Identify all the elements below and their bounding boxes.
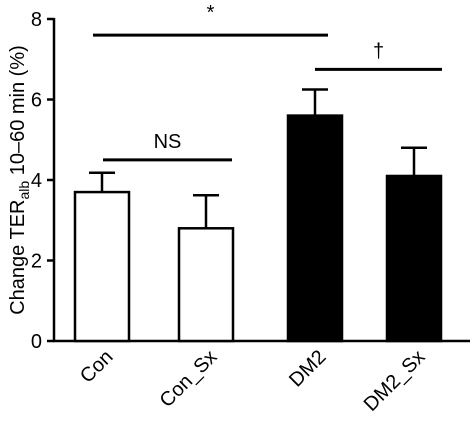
significance-label: † — [373, 40, 384, 62]
y-tick-label: 4 — [31, 170, 42, 192]
bar — [177, 227, 235, 343]
bar — [286, 114, 344, 343]
y-axis-label-subscript: alb — [16, 181, 32, 200]
y-tick-label: 2 — [31, 251, 42, 273]
y-axis-label: Change TERalb 10–60 min (%) — [7, 45, 32, 315]
y-tick-label: 0 — [31, 331, 42, 353]
significance-label: * — [207, 2, 215, 24]
x-tick-labels: Con Con_Sx DM2 DM2_Sx — [76, 346, 430, 416]
x-tick-label: Con_Sx — [156, 346, 222, 412]
x-tick-label: DM2_Sx — [360, 346, 430, 416]
y-axis-label-rest: 10–60 min (%) — [7, 45, 29, 181]
x-tick-label: Con — [76, 346, 118, 388]
bar — [385, 174, 443, 343]
bars — [73, 88, 443, 343]
bar — [73, 190, 131, 343]
significance-annotations: * † NS — [93, 2, 442, 162]
significance-label: NS — [154, 131, 182, 153]
x-tick-label: DM2 — [285, 346, 330, 391]
y-tick-label: 8 — [31, 9, 42, 31]
y-axis-label-main: Change TER — [7, 200, 29, 315]
y-ticks: 0 2 4 6 8 — [31, 9, 54, 353]
y-tick-label: 6 — [31, 90, 42, 112]
